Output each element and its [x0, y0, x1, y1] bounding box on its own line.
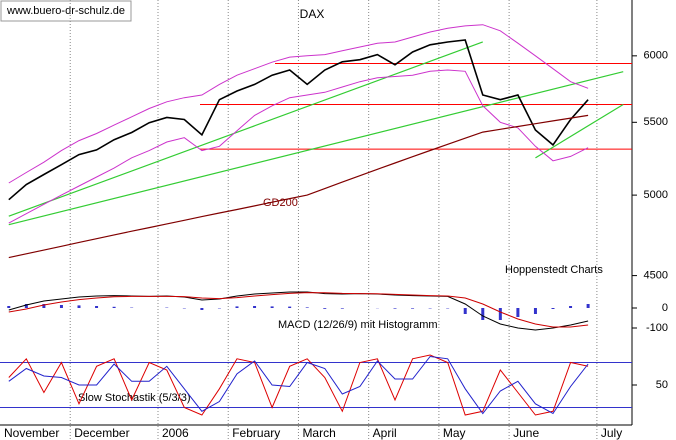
histogram-bar: [42, 304, 46, 308]
macd-label: MACD (12/26/9) mit Histogramm: [278, 319, 438, 331]
x-tick-label: November: [4, 426, 59, 440]
histogram-bar: [305, 307, 309, 308]
x-tick-label: February: [232, 426, 280, 440]
series-line: [8, 69, 589, 224]
histogram-bar: [569, 306, 573, 308]
histogram-bar: [340, 308, 344, 309]
trend-line: [535, 103, 624, 159]
series-line: [8, 24, 589, 184]
x-tick-label: May: [443, 426, 466, 440]
histogram-bar: [7, 306, 11, 308]
histogram-bar: [533, 308, 537, 314]
y-tick-label: 50: [656, 379, 668, 391]
histogram-bar: [270, 306, 274, 308]
histogram-bar: [200, 308, 204, 310]
gd200-label: GD200: [263, 197, 298, 209]
credit: Hoppenstedt Charts: [505, 264, 603, 276]
x-tick-label: July: [601, 426, 622, 440]
histogram-bar: [551, 308, 555, 309]
series-line: [8, 354, 589, 416]
y-tick-label: -100: [646, 322, 668, 334]
trend-line: [8, 41, 483, 217]
trend-line: [8, 71, 624, 226]
histogram-bar: [95, 306, 99, 308]
histogram-bar: [393, 308, 397, 309]
histogram-bar: [253, 306, 257, 308]
histogram-bar: [586, 304, 590, 308]
histogram-bar: [77, 305, 81, 308]
histogram-bar: [112, 306, 116, 308]
histogram-bar: [516, 308, 520, 317]
y-tick-label: 5000: [644, 189, 668, 201]
x-tick-label: December: [74, 426, 129, 440]
histogram-bar: [24, 304, 28, 308]
series-line: [8, 355, 589, 415]
chart-title: DAX: [300, 7, 325, 21]
x-tick-label: April: [373, 426, 397, 440]
x-tick-label: 2006: [162, 426, 189, 440]
histogram-bar: [463, 308, 467, 314]
x-tick-label: June: [513, 426, 539, 440]
histogram-bar: [235, 306, 239, 308]
y-tick-label: 5500: [644, 116, 668, 128]
y-tick-label: 4500: [644, 270, 668, 282]
series-line: [8, 114, 589, 259]
series-line: [8, 291, 589, 331]
source-box: [0, 0, 132, 22]
histogram-bar: [59, 305, 63, 308]
histogram-bar: [411, 308, 415, 309]
series-line: [8, 39, 589, 201]
histogram-bar: [323, 308, 327, 309]
y-tick-label: 0: [662, 302, 668, 314]
histogram-bar: [498, 308, 502, 320]
stoch-label: Slow Stochastik (5/3/3): [78, 392, 191, 404]
x-tick-label: March: [302, 426, 335, 440]
series-line: [8, 292, 589, 328]
y-tick-label: 6000: [644, 50, 668, 62]
histogram-bar: [481, 308, 485, 320]
histogram-bar: [288, 306, 292, 308]
source: www.buero-dr-schulz.de: [6, 5, 125, 17]
